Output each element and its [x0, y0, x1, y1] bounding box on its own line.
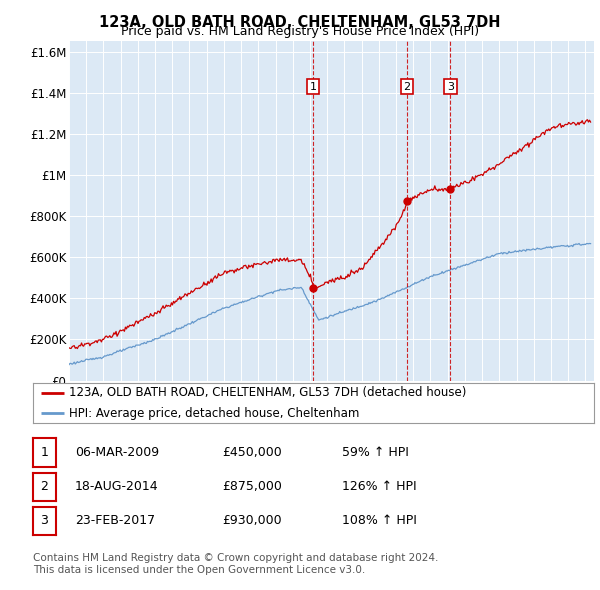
Text: 123A, OLD BATH ROAD, CHELTENHAM, GL53 7DH (detached house): 123A, OLD BATH ROAD, CHELTENHAM, GL53 7D…	[70, 386, 467, 399]
Text: 108% ↑ HPI: 108% ↑ HPI	[342, 514, 417, 527]
Text: £875,000: £875,000	[222, 480, 282, 493]
Text: 3: 3	[40, 514, 49, 527]
Text: 06-MAR-2009: 06-MAR-2009	[75, 446, 159, 459]
Text: 59% ↑ HPI: 59% ↑ HPI	[342, 446, 409, 459]
Text: HPI: Average price, detached house, Cheltenham: HPI: Average price, detached house, Chel…	[70, 407, 360, 419]
Text: 3: 3	[447, 81, 454, 91]
Text: 2: 2	[40, 480, 49, 493]
Text: 18-AUG-2014: 18-AUG-2014	[75, 480, 158, 493]
Text: 1: 1	[40, 446, 49, 459]
Text: 123A, OLD BATH ROAD, CHELTENHAM, GL53 7DH: 123A, OLD BATH ROAD, CHELTENHAM, GL53 7D…	[99, 15, 501, 30]
Text: £450,000: £450,000	[222, 446, 282, 459]
Text: £930,000: £930,000	[222, 514, 281, 527]
Text: Price paid vs. HM Land Registry's House Price Index (HPI): Price paid vs. HM Land Registry's House …	[121, 25, 479, 38]
Text: 126% ↑ HPI: 126% ↑ HPI	[342, 480, 416, 493]
Text: 1: 1	[310, 81, 317, 91]
Text: 2: 2	[403, 81, 410, 91]
Text: 23-FEB-2017: 23-FEB-2017	[75, 514, 155, 527]
Text: Contains HM Land Registry data © Crown copyright and database right 2024.
This d: Contains HM Land Registry data © Crown c…	[33, 553, 439, 575]
